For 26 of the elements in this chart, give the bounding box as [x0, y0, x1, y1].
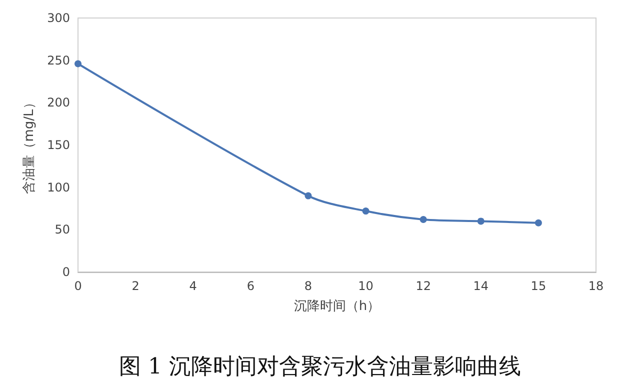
y-tick-label: 300	[47, 11, 70, 25]
point	[477, 218, 484, 225]
x-tick-label: 10	[358, 279, 374, 293]
x-tick-label: 18	[588, 279, 604, 293]
y-tick-label: 250	[47, 53, 70, 68]
y-tick-label: 200	[47, 96, 70, 110]
x-tick-label: 0	[74, 279, 82, 293]
y-axis-title: 含油量（mg/L）	[22, 96, 37, 194]
x-tick-label: 8	[304, 279, 312, 293]
x-axis-title: 沉降时间（h）	[294, 299, 380, 314]
y-tick-label: 100	[47, 180, 70, 194]
y-tick-label: 50	[54, 222, 70, 237]
x-tick-label: 14	[473, 279, 489, 293]
point	[304, 192, 312, 200]
point	[420, 216, 427, 224]
x-tick-label: 6	[246, 279, 254, 293]
x-tick-label: 12	[416, 279, 431, 293]
x-tick-label: 2	[132, 279, 140, 293]
point	[74, 60, 82, 68]
point	[362, 208, 370, 215]
x-tick-label: 15	[530, 279, 546, 293]
text: 图 1 沉降时间对含聚污水含油量影响曲线	[119, 354, 521, 380]
y-tick-label: 150	[47, 138, 70, 152]
x-tick-label: 4	[189, 279, 197, 293]
point	[534, 219, 542, 226]
y-tick-label: 0	[62, 265, 70, 279]
